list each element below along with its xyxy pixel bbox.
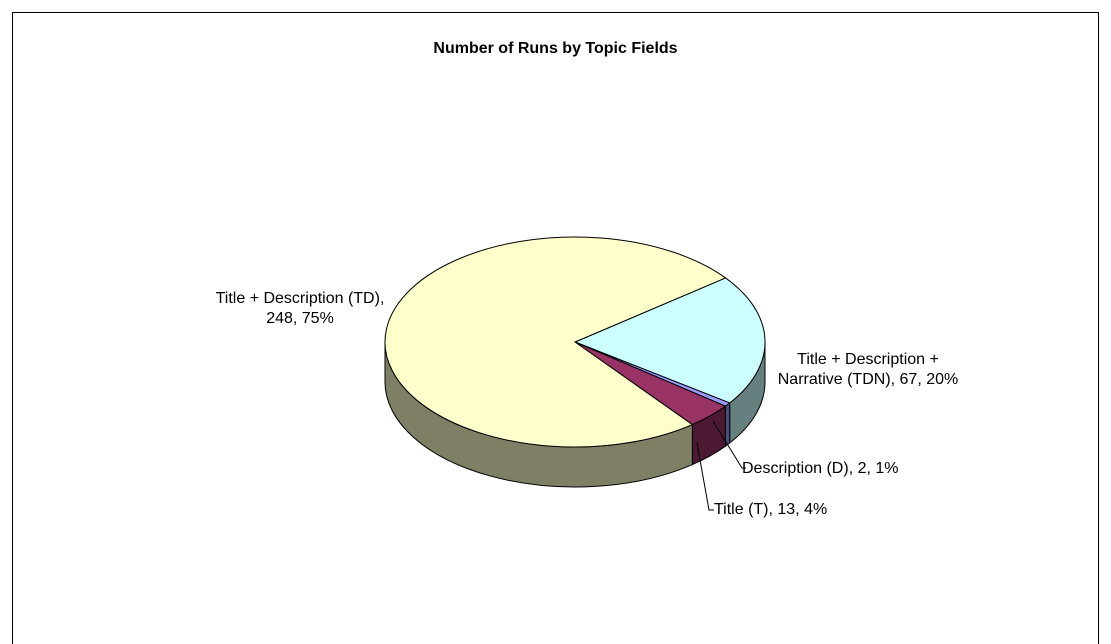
data-label: Title + Description + Narrative (TDN), 6… — [777, 351, 959, 388]
leader-line — [712, 420, 746, 469]
pie — [384, 236, 766, 488]
data-label: Title + Description (TD), 248, 75% — [215, 290, 385, 327]
pie-slice — [573, 277, 766, 404]
pie-slice — [384, 236, 727, 448]
pie-side — [724, 401, 731, 448]
chart-title: Number of Runs by Topic Fields — [433, 40, 678, 57]
data-label: Description (D), 2, 1% — [742, 460, 899, 477]
data-label: Title (T), 13, 4% — [714, 501, 828, 518]
leader-line — [696, 442, 714, 511]
